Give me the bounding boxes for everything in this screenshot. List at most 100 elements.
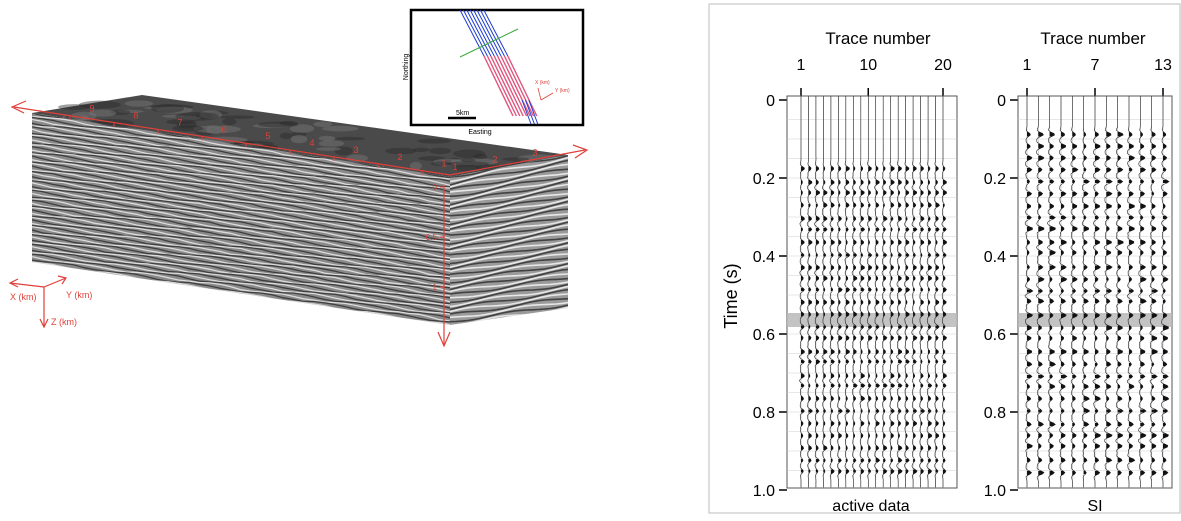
front-reflector: [32, 192, 450, 259]
seismic-trace-lobe: [1163, 457, 1167, 462]
seismic-trace-lobe: [1072, 216, 1076, 219]
seismic-trace-lobe: [1117, 433, 1123, 438]
top-texture-blob: [116, 109, 144, 113]
seismic-trace-lobe: [823, 216, 828, 221]
seismic-trace-lobe: [845, 384, 849, 387]
seismic-trace-lobe: [1129, 384, 1135, 389]
seismic-trace-lobe: [860, 300, 863, 305]
seismic-trace-lobe: [838, 421, 841, 426]
seismic-trace-lobe: [1095, 156, 1100, 161]
seismic-trace-lobe: [928, 421, 932, 426]
seismic-trace-lobe: [1163, 375, 1169, 378]
survey-line-blue-tail: [521, 99, 532, 125]
seismic-trace-lobe: [1151, 409, 1158, 413]
seismic-trace-lobe: [801, 253, 805, 257]
seismic-trace-lobe: [935, 166, 939, 171]
seismic-trace-lobe: [1083, 204, 1089, 209]
seismic-trace-lobe: [1095, 226, 1100, 231]
seismic-trace-lobe: [1027, 168, 1032, 173]
inset-northing-label: Northing: [403, 54, 410, 81]
seismic-trace-lobe: [1106, 216, 1110, 219]
seismic-trace-lobe: [1163, 433, 1169, 438]
seismic-trace-lobe: [1072, 132, 1076, 137]
seismic-trace-lobe: [1163, 300, 1166, 303]
seismic-trace-lobe: [868, 396, 872, 401]
survey-line-pink: [496, 55, 528, 117]
seismic-trace-lobe: [1117, 361, 1122, 366]
seismic-trace-lobe: [890, 336, 894, 341]
seismic-trace-lobe: [1095, 313, 1100, 318]
seismic-trace-lobe: [1083, 349, 1089, 354]
seismic-trace-lobe: [1061, 240, 1067, 245]
seismic-trace-lobe: [868, 384, 871, 387]
front-reflector: [32, 153, 450, 219]
survey-line-blue: [473, 9, 499, 57]
seismic-trace-lobe: [1140, 226, 1144, 231]
seismic-trace-lobe: [801, 433, 803, 438]
seismic-trace-lobe: [845, 421, 848, 426]
side-reflector: [450, 285, 568, 308]
seismic-trace-lobe: [928, 217, 931, 221]
seismic-trace-lobe: [1083, 289, 1088, 293]
seismic-trace-lobe: [1095, 216, 1099, 219]
si-panel-title: Trace number: [1040, 29, 1146, 48]
seismic-trace-lobe: [1129, 289, 1134, 293]
seismic-trace-lobe: [823, 433, 826, 438]
seismic-trace-lobe: [943, 325, 946, 329]
side-reflector: [450, 239, 568, 260]
seismic-trace-lobe: [913, 360, 917, 363]
seismic-trace-lobe: [883, 373, 886, 378]
side-reflector: [450, 183, 568, 208]
seismic-trace-lobe: [1038, 444, 1042, 449]
seismic-trace-lobe: [845, 349, 850, 354]
top-texture-blob: [290, 135, 308, 144]
seismic-trace-lobe: [1049, 289, 1053, 293]
seismic-trace-lobe: [1083, 216, 1087, 219]
seismic-trace-lobe: [1038, 298, 1044, 303]
si-panel: Trace number 1 7 13 00.20.40.60.81.0 SI: [984, 29, 1173, 515]
seismic-trace-lobe: [905, 336, 908, 341]
seismic-trace-lobe: [1129, 180, 1132, 183]
seismic-trace-lobe: [1095, 265, 1101, 270]
side-reflector: [450, 281, 568, 299]
seismic-trace-lobe: [853, 253, 857, 257]
seismic-trace-lobe: [1151, 156, 1156, 161]
seismic-trace-lobe: [815, 373, 818, 378]
seismic-trace-lobe: [830, 360, 835, 363]
seismic-trace-lobe: [1151, 226, 1156, 231]
seismic-trace-lobe: [875, 265, 879, 270]
seismic-trace-lobe: [845, 265, 848, 270]
top-texture-blob: [279, 120, 298, 126]
seismic-trace-lobe: [935, 228, 940, 231]
seismic-trace-lobe: [890, 265, 894, 270]
seismic-trace-lobe: [943, 459, 946, 462]
seismic-trace-lobe: [913, 180, 915, 185]
seismic-trace-lobe: [1129, 471, 1133, 476]
seismic-trace-lobe: [838, 265, 841, 270]
seismic-trace-lobe: [890, 459, 893, 462]
seismic-trace-lobe: [1129, 156, 1135, 161]
seismic-trace-lobe: [1117, 277, 1121, 282]
seismic-trace-lobe: [1106, 313, 1112, 318]
survey-line-blue: [479, 9, 505, 57]
seismic-trace-lobe: [1038, 457, 1042, 462]
survey-line-blue: [462, 9, 488, 57]
seismic-trace-lobe: [1072, 240, 1075, 245]
seismic-trace-lobe: [860, 276, 864, 281]
seismic-trace-lobe: [1106, 349, 1111, 354]
seismic-trace-lobe: [1072, 192, 1077, 197]
seismic-trace-lobe: [883, 433, 886, 438]
seismic-trace-lobe: [943, 384, 947, 387]
seismic-trace-lobe: [1072, 226, 1078, 231]
seismic-trace-lobe: [830, 300, 835, 305]
time-tick-label: 0.8: [984, 405, 1006, 422]
seismic-trace-lobe: [1027, 277, 1030, 282]
seismic-trace-lobe: [801, 396, 804, 401]
seismic-trace-lobe: [823, 409, 826, 413]
seismic-trace-lobe: [838, 253, 842, 257]
seismic-trace-lobe: [1117, 168, 1123, 173]
seismic-trace-lobe: [801, 349, 805, 354]
top-texture-blob: [258, 121, 299, 128]
seismic-trace-lobe: [808, 300, 812, 305]
top-texture-blob: [172, 125, 204, 132]
